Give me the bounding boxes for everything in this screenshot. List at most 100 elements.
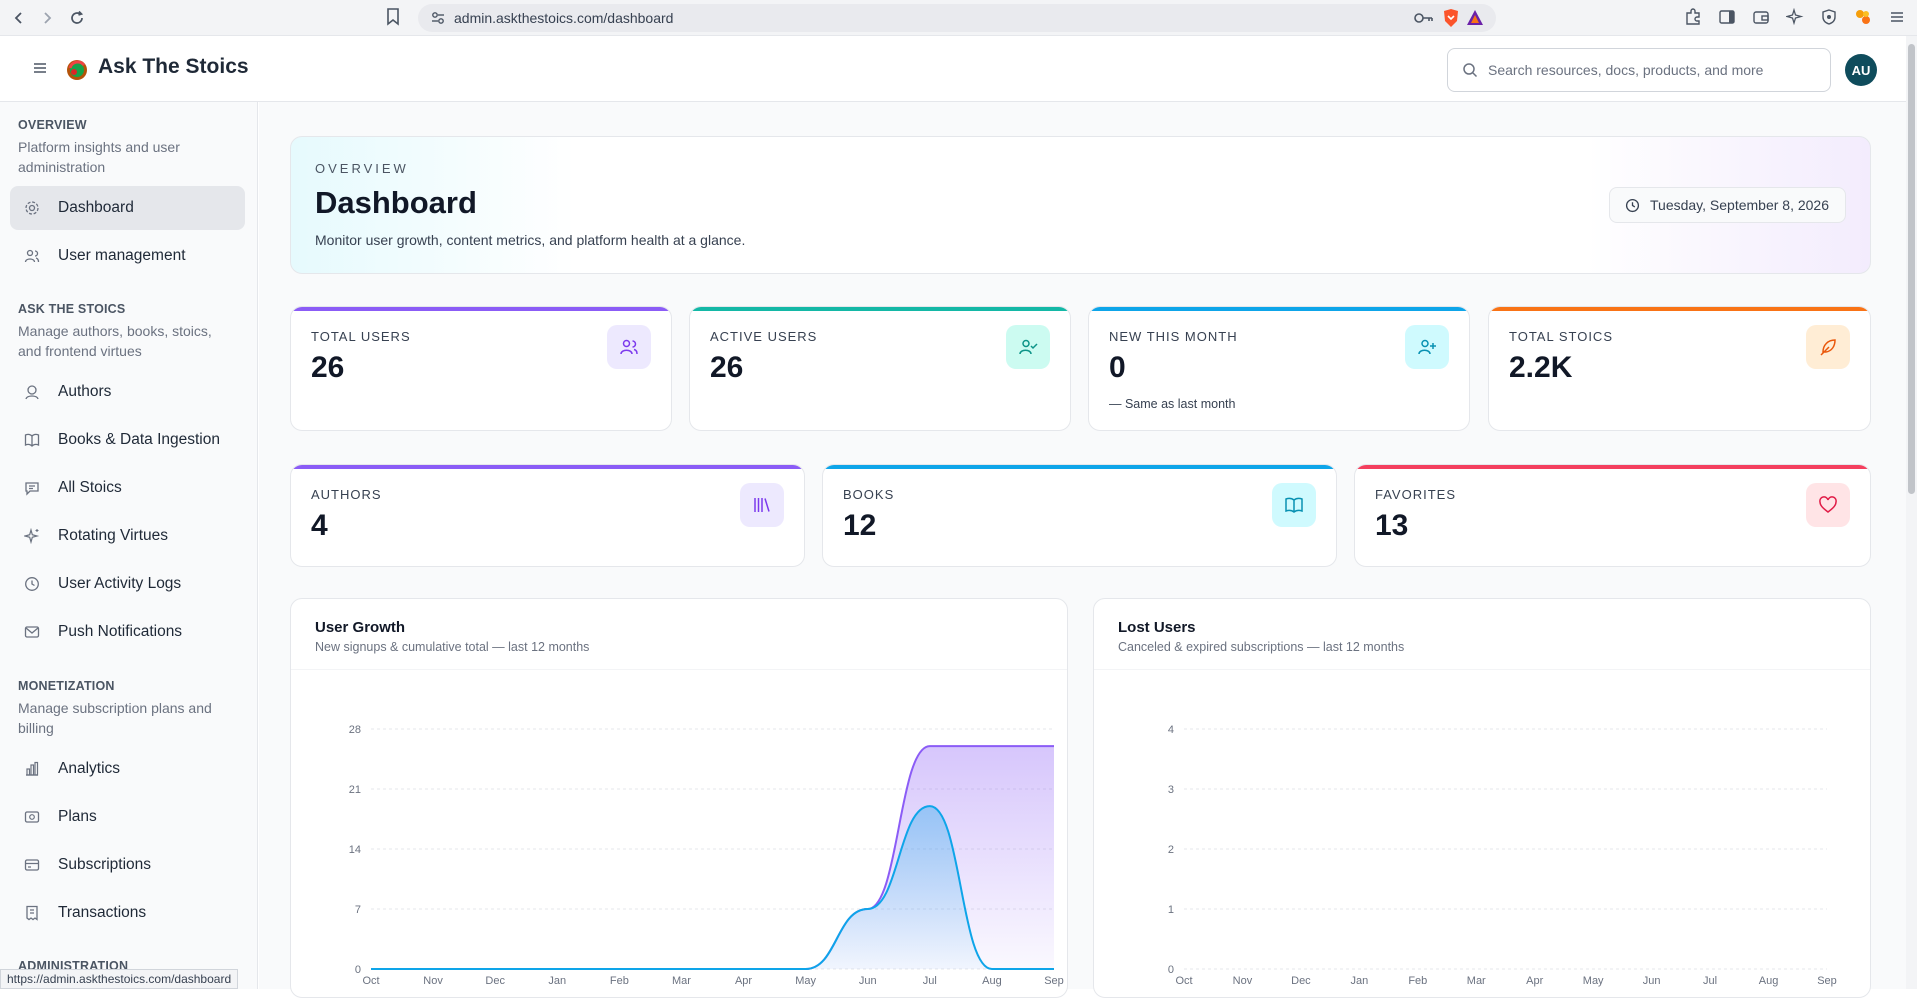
sidebar-item-rotating-virtues[interactable]: Rotating Virtues xyxy=(10,514,245,558)
sidebar-item-transactions[interactable]: Transactions xyxy=(10,891,245,935)
rewards-icon[interactable] xyxy=(1466,9,1484,30)
section-desc-monetization: Manage subscription plans and billing xyxy=(18,700,212,736)
y-tick-label: 3 xyxy=(1168,784,1174,796)
plans-icon xyxy=(24,809,40,825)
x-tick-label: Oct xyxy=(362,975,379,987)
sidebar-item-user-management[interactable]: User management xyxy=(10,234,245,278)
stat-label: AUTHORS xyxy=(311,487,382,502)
user-growth-chart-card: User Growth New signups & cumulative tot… xyxy=(290,598,1068,998)
card-accent xyxy=(291,465,804,469)
x-tick-label: Nov xyxy=(1233,975,1253,987)
series-line xyxy=(370,805,1054,970)
y-tick-label: 0 xyxy=(355,964,361,976)
receipt-icon xyxy=(24,905,40,921)
bookmark-icon[interactable] xyxy=(386,8,400,31)
y-tick-label: 21 xyxy=(349,784,361,796)
stat-label: FAVORITES xyxy=(1375,487,1456,502)
x-tick-label: Aug xyxy=(982,975,1002,987)
search-box[interactable] xyxy=(1447,48,1831,92)
page-scrollbar[interactable] xyxy=(1906,36,1917,989)
status-url-tooltip: https://admin.askthestoics.com/dashboard xyxy=(0,969,239,989)
sidebar-item-activity-logs[interactable]: User Activity Logs xyxy=(10,562,245,606)
chart-divider xyxy=(291,669,1067,670)
sidebar-item-plans[interactable]: Plans xyxy=(10,795,245,839)
stat-trend-note: — Same as last month xyxy=(1109,397,1236,411)
chart-title: Lost Users xyxy=(1118,619,1196,636)
stat-label: ACTIVE USERS xyxy=(710,329,818,344)
url-text: admin.askthestoics.com/dashboard xyxy=(454,10,674,26)
sidebar-item-label: Rotating Virtues xyxy=(58,527,168,544)
stat-card-active-users: ACTIVE USERS 26 xyxy=(689,306,1071,431)
search-input[interactable] xyxy=(1488,49,1818,91)
lost-users-chart-card: Lost Users Canceled & expired subscripti… xyxy=(1093,598,1871,998)
stat-value: 13 xyxy=(1375,509,1409,542)
x-tick-label: Dec xyxy=(485,975,505,987)
x-tick-label: Aug xyxy=(1759,975,1779,987)
sidebar-item-subscriptions[interactable]: Subscriptions xyxy=(10,843,245,887)
puzzle-icon[interactable] xyxy=(1683,7,1703,27)
sidebar-item-label: Authors xyxy=(58,383,112,400)
stat-label: TOTAL STOICS xyxy=(1509,329,1613,344)
hamburger-menu-icon[interactable] xyxy=(30,60,50,76)
key-icon[interactable] xyxy=(1414,11,1434,28)
avatar[interactable]: AU xyxy=(1845,54,1877,86)
wallet-icon[interactable] xyxy=(1751,7,1771,27)
stat-value: 12 xyxy=(843,509,877,542)
x-tick-label: Oct xyxy=(1175,975,1192,987)
y-tick-label: 1 xyxy=(1168,904,1174,916)
clock-icon xyxy=(1625,198,1640,216)
x-tick-label: Jul xyxy=(923,975,937,987)
y-tick-label: 2 xyxy=(1168,844,1174,856)
sidebar: OVERVIEW Platform insights and user admi… xyxy=(0,102,258,989)
x-tick-label: Jan xyxy=(1350,975,1368,987)
x-tick-label: Feb xyxy=(1408,975,1427,987)
leo-ai-icon[interactable] xyxy=(1785,7,1805,27)
series-area xyxy=(371,806,1054,969)
lost-users-chart: 0 1 2 3 4 Oct Nov Dec Jan Feb Mar Apr May Jun Jul Aug Se… xyxy=(1168,724,1837,987)
x-tick-label: Sep xyxy=(1817,975,1837,987)
sidebar-item-dashboard[interactable]: Dashboard xyxy=(10,186,245,230)
chart-title: User Growth xyxy=(315,619,406,636)
x-tick-label: Sep xyxy=(1044,975,1064,987)
page-title: Dashboard xyxy=(315,185,477,220)
sidebar-item-label: Plans xyxy=(58,808,97,825)
chat-icon xyxy=(24,480,40,496)
feather-icon xyxy=(1806,325,1850,369)
sidebar-toggle-icon[interactable] xyxy=(1717,7,1737,27)
x-tick-label: Jan xyxy=(548,975,566,987)
stat-value: 26 xyxy=(710,351,744,384)
date-text: Tuesday, September 8, 2026 xyxy=(1650,197,1829,213)
address-bar[interactable]: admin.askthestoics.com/dashboard xyxy=(418,4,1496,32)
sidebar-item-push-notifications[interactable]: Push Notifications xyxy=(10,610,245,654)
gear-icon xyxy=(24,200,40,216)
brave-shield-icon[interactable] xyxy=(1442,8,1460,31)
section-desc-ask-the-stoics: Manage authors, books, stoics, and front… xyxy=(18,323,212,359)
brand-name[interactable]: Ask The Stoics xyxy=(98,55,249,78)
vpn-shield-icon[interactable] xyxy=(1819,7,1839,27)
sidebar-item-label: Analytics xyxy=(58,760,121,777)
sidebar-item-books[interactable]: Books & Data Ingestion xyxy=(10,418,245,462)
reload-icon[interactable] xyxy=(66,7,88,29)
stat-card-total-stoics: TOTAL STOICS 2.2K xyxy=(1488,306,1871,431)
stat-label: BOOKS xyxy=(843,487,895,502)
menu-icon[interactable] xyxy=(1887,7,1907,27)
site-settings-icon[interactable] xyxy=(430,10,446,26)
open-book-icon xyxy=(1272,483,1316,527)
sidebar-item-analytics[interactable]: Analytics xyxy=(10,747,245,791)
scrollbar-thumb[interactable] xyxy=(1908,44,1915,494)
section-title-monetization: MONETIZATION xyxy=(18,679,115,693)
stat-card-total-users: TOTAL USERS 26 xyxy=(290,306,672,431)
card-accent xyxy=(1089,307,1469,311)
sidebar-item-all-stoics[interactable]: All Stoics xyxy=(10,466,245,510)
brand-logo-icon xyxy=(64,56,90,82)
app-header: Ask The Stoics AU xyxy=(0,36,1906,102)
stat-value: 2.2K xyxy=(1509,351,1573,384)
authors-icon xyxy=(24,384,40,400)
sidebar-item-label: User Activity Logs xyxy=(58,575,182,592)
back-icon[interactable] xyxy=(8,7,30,29)
profile-extension-icon[interactable] xyxy=(1853,7,1873,27)
user-plus-icon xyxy=(1405,325,1449,369)
sidebar-item-label: Books & Data Ingestion xyxy=(58,431,220,448)
sidebar-item-authors[interactable]: Authors xyxy=(10,370,245,414)
forward-icon[interactable] xyxy=(36,7,58,29)
